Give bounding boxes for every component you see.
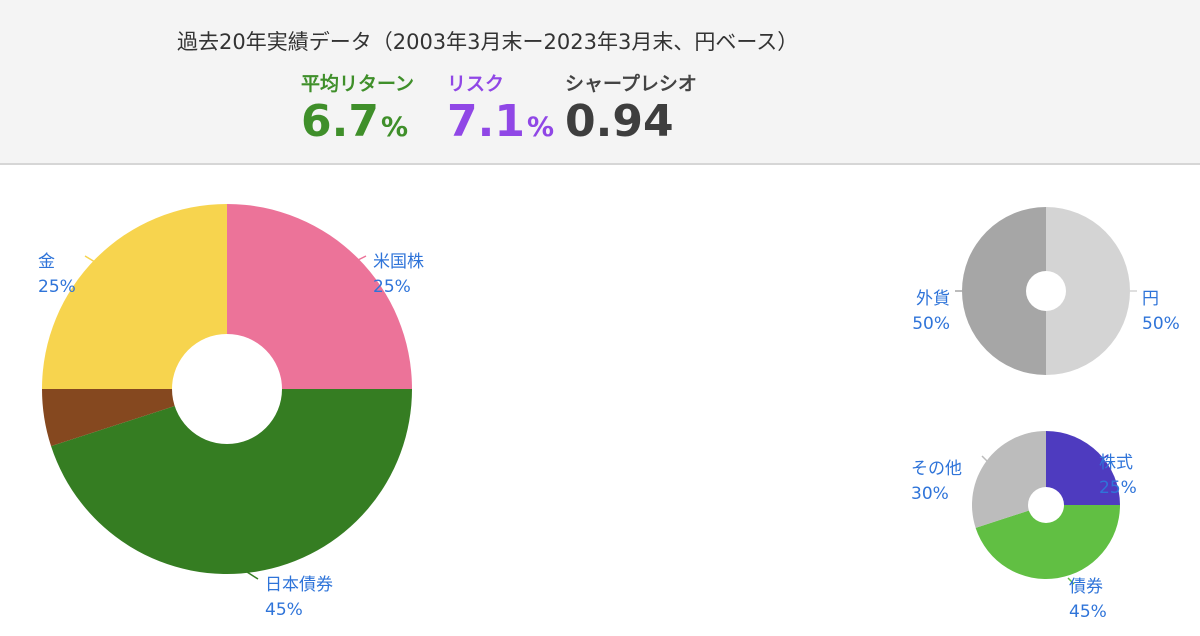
leader-line-us-stock — [353, 255, 367, 263]
average-return-label: 平均リターン — [301, 73, 415, 95]
slice-label-us-stock: 米国株 — [373, 252, 424, 272]
donut-hole — [172, 334, 282, 444]
average-return-metric: 平均リターン 6.7% — [301, 72, 414, 155]
average-return-value: 6.7 — [301, 96, 379, 147]
slice-label-other: その他 — [911, 459, 962, 479]
risk-value: 7.1 — [447, 96, 525, 147]
sharpe-ratio-label: シャープレシオ — [565, 73, 697, 95]
pie-slice-us-stock — [227, 204, 412, 389]
leader-line-japan-bond — [246, 571, 259, 580]
slice-value-foreign-currency: 50% — [912, 314, 950, 334]
period-title: 過去20年実績データ（2003年3月末ー2023年3月末、円ベース） — [177, 30, 799, 54]
donut-hole — [1026, 271, 1066, 311]
sharpe-ratio-metric: シャープレシオ 0.94 — [565, 72, 697, 155]
slice-label-japan-bond: 日本債券 — [265, 575, 333, 595]
slice-value-gold: 25% — [38, 277, 76, 297]
slice-label-bond: 債券 — [1069, 577, 1103, 597]
donut-hole — [1028, 487, 1064, 523]
pie-slice-other — [972, 431, 1046, 528]
slice-label-gold: 金 — [38, 252, 55, 272]
slice-value-us-stock: 25% — [373, 277, 411, 297]
risk-unit: % — [526, 112, 555, 143]
leader-line-bond — [1067, 577, 1075, 585]
leader-line-gold — [84, 255, 96, 263]
slice-value-japan-bond: 45% — [265, 600, 303, 620]
pie-slice-foreign-currency — [962, 207, 1046, 375]
slice-label-yen: 円 — [1142, 289, 1159, 309]
risk-label: リスク — [447, 73, 505, 95]
sharpe-ratio-value: 0.94 — [565, 96, 674, 147]
leader-line-other — [981, 455, 989, 463]
pie-slice-japan-bond — [51, 389, 413, 575]
slice-value-bond: 45% — [1069, 602, 1107, 622]
slice-value-stock: 25% — [1099, 478, 1137, 498]
pie-slice-gold — [42, 204, 227, 389]
pie-slice-stock — [1046, 431, 1120, 505]
summary-header: 過去20年実績データ（2003年3月末ー2023年3月末、円ベース） 平均リター… — [0, 0, 1200, 165]
pie-slice-yen — [1046, 207, 1130, 375]
slice-value-other: 30% — [911, 484, 949, 504]
slice-label-stock: 株式 — [1099, 453, 1133, 473]
average-return-unit: % — [380, 112, 409, 143]
pie-slice-bond — [975, 505, 1120, 579]
risk-metric: リスク 7.1% — [447, 72, 554, 155]
slice-label-foreign-currency: 外貨 — [916, 289, 950, 309]
leader-line-stock — [1100, 454, 1109, 461]
slice-value-yen: 50% — [1142, 314, 1180, 334]
